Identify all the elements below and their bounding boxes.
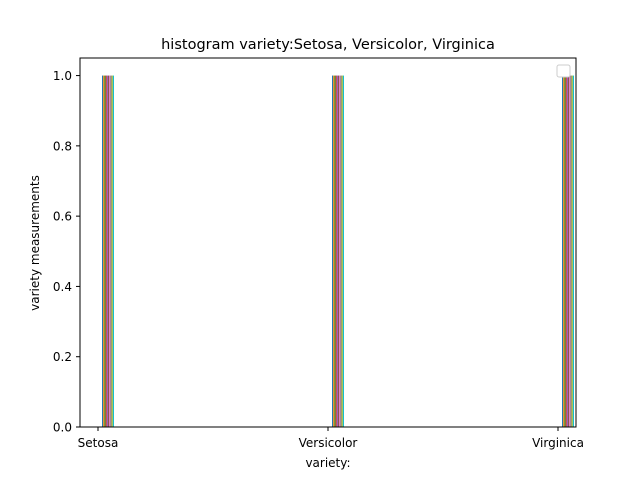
bars-layer (102, 75, 574, 428)
histogram-bar (335, 75, 337, 428)
y-tick-label: 0.2 (53, 350, 72, 364)
histogram-bar (104, 75, 106, 428)
histogram-bar (106, 75, 108, 428)
histogram-bar (105, 75, 107, 428)
y-axis-label: variety measurements (28, 175, 42, 311)
histogram-bar (109, 75, 111, 428)
histogram-bar (566, 75, 568, 428)
histogram-bar (341, 75, 343, 428)
histogram-bar (102, 75, 104, 428)
histogram-bar (111, 75, 113, 428)
histogram-bar (568, 75, 570, 428)
x-axis-label: variety: (305, 456, 350, 470)
y-tick-label: 0.4 (53, 280, 72, 294)
histogram-bar (571, 75, 573, 428)
y-tick-label: 0.6 (53, 210, 72, 224)
chart-title: histogram variety:Setosa, Versicolor, Vi… (161, 37, 495, 53)
histogram-bar (565, 75, 567, 428)
histogram-bar (103, 75, 105, 428)
histogram-bar (569, 75, 571, 428)
x-tick-label: Versicolor (299, 436, 358, 450)
y-tick-label: 1.0 (53, 69, 72, 83)
histogram-bar (112, 75, 114, 428)
histogram-bar (108, 75, 110, 428)
histogram-bar (572, 75, 574, 428)
histogram-bar (570, 75, 572, 428)
y-tick-label: 0.8 (53, 139, 72, 153)
y-tick-label: 0.0 (53, 421, 72, 435)
histogram-bar (562, 75, 564, 428)
axes-layer: 0.0 0.2 0.4 0.6 0.8 1.0 Setosa Versicolor Virgin… (53, 57, 584, 450)
histogram-bar (340, 75, 342, 428)
histogram-bar (339, 75, 341, 428)
histogram-bar (563, 75, 565, 428)
histogram-bar (342, 75, 344, 428)
histogram-bar (564, 75, 566, 428)
x-tick-label: Setosa (78, 436, 119, 450)
histogram-bar (336, 75, 338, 428)
histogram-bar (332, 75, 334, 428)
legend-box (556, 64, 571, 78)
x-tick-label: Virginica (532, 436, 584, 450)
histogram-bar (110, 75, 112, 428)
histogram-bar (338, 75, 340, 428)
histogram-bar (334, 75, 336, 428)
histogram-bar (333, 75, 335, 428)
